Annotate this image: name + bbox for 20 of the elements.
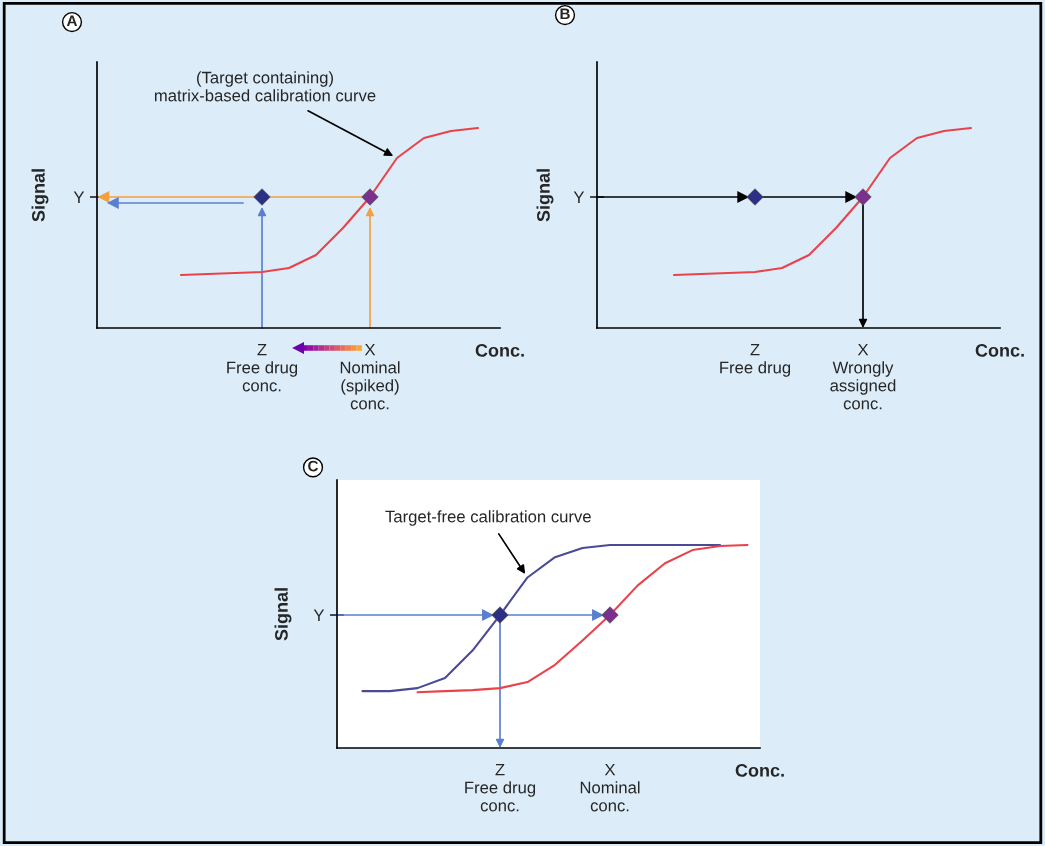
chart-title: C <box>308 460 319 472</box>
y-axis-title: Signal <box>274 588 292 641</box>
x-tick-label: X Wrongly assigned conc. <box>830 343 896 410</box>
ref-line-label: Y <box>573 191 585 204</box>
x-axis-title: Conc. <box>475 344 524 357</box>
x-tick-label: Z Free drug conc. <box>227 343 298 392</box>
x-tick-label: Z Free drug <box>720 343 791 377</box>
text: (Target containing) matrix-based calibration curve <box>154 71 376 102</box>
y-axis-title: Signal <box>31 169 49 222</box>
x-axis-title: Conc. <box>975 344 1024 357</box>
x-tick-label: X Nominal (spiked) conc. <box>340 343 400 410</box>
chart-title: B <box>560 8 570 20</box>
x-axis-title: Conc. <box>735 764 784 777</box>
x-tick-label: Z Free drug conc. <box>465 763 536 812</box>
x-tick-label: X Nominal conc. <box>580 763 640 812</box>
chart-title: A <box>66 15 78 27</box>
ref-line-label: Y <box>313 609 325 622</box>
text: Target-free calibration curve <box>385 510 591 526</box>
y-axis-title: Signal <box>536 169 554 222</box>
ref-line-label: Y <box>73 191 85 204</box>
